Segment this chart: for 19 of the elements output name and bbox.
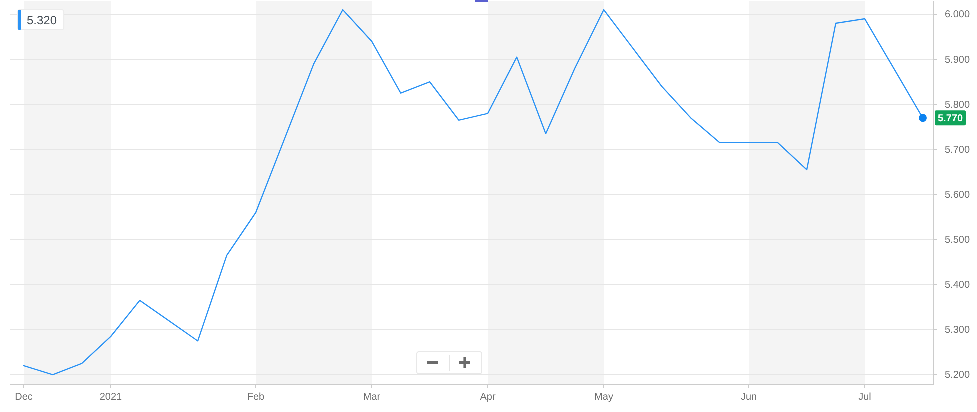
y-tick-label: 5.800 — [945, 100, 970, 111]
y-tick-label: 5.600 — [945, 190, 970, 201]
y-tick-label: 5.200 — [945, 370, 970, 382]
y-tick-label: 5.300 — [945, 325, 970, 336]
y-tick-label: 6.000 — [945, 10, 970, 21]
y-tick-label: 5.400 — [945, 280, 970, 292]
x-tick-label: May — [594, 392, 614, 404]
x-tick-label: Mar — [363, 392, 382, 404]
y-tick-label: 5.700 — [945, 144, 970, 156]
x-tick-label: Apr — [480, 392, 496, 404]
x-tick-label: Jul — [858, 392, 872, 404]
x-tick-label: Dec — [15, 392, 33, 404]
x-tick-label: Jun — [740, 392, 758, 404]
y-tick-label: 5.900 — [945, 54, 970, 66]
x-tick-label: 2021 — [100, 392, 123, 404]
x-tick-label: Feb — [247, 392, 266, 404]
annotation: 5.320 — [27, 14, 58, 28]
y-tick-label: 5.500 — [945, 235, 970, 246]
annotation: 5.770 — [938, 114, 964, 125]
